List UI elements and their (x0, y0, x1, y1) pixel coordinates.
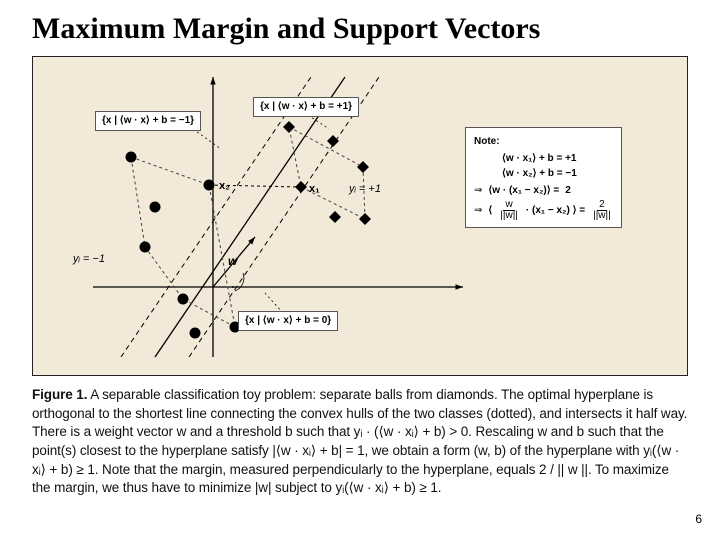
eq-box-center: {x | ⟨w · x⟩ + b = 0} (238, 311, 338, 331)
plot-area: w x₂ x₁ {x | ⟨w · x⟩ + b = −1} {x | ⟨w · x… (32, 56, 688, 376)
page-number: 6 (695, 512, 702, 526)
figure-caption: Figure 1. A separable classification toy… (32, 386, 688, 498)
note-implication-2: ⇒ ⟨ w ||w|| · (x₁ − x₂) ⟩ = 2 ||w|| (474, 200, 613, 221)
fraction-2-over-norm: 2 ||w|| (591, 200, 613, 221)
eq-box-margin-pos: {x | ⟨w · x⟩ + b = +1} (253, 97, 359, 117)
caption-lead: Figure 1. (32, 387, 87, 402)
note-header: Note: (474, 134, 613, 149)
figure: w x₂ x₁ {x | ⟨w · x⟩ + b = −1} {x | ⟨w · x… (32, 56, 688, 498)
label-yi-neg: yᵢ = −1 (73, 253, 105, 265)
note-line1: ⟨w · x₁⟩ + b = +1 (474, 151, 613, 166)
slide-title: Maximum Margin and Support Vectors (32, 12, 688, 46)
eq-box-margin-neg: {x | ⟨w · x⟩ + b = −1} (95, 111, 201, 131)
arrow-icon: ⇒ (474, 183, 482, 198)
label-yi-pos: yᵢ = +1 (349, 183, 381, 195)
note-line2: ⟨w · x₂⟩ + b = −1 (474, 166, 613, 181)
fraction-w-over-norm: w ||w|| (498, 200, 520, 221)
arrow-icon: ⇒ (474, 203, 482, 218)
note-box: Note: ⟨w · x₁⟩ + b = +1 ⟨w · x₂⟩ + b = −… (465, 127, 622, 228)
caption-body: A separable classification toy problem: … (32, 387, 687, 495)
svg-text:x₂: x₂ (219, 180, 230, 192)
svg-text:x₁: x₁ (309, 183, 320, 195)
svg-text:w: w (228, 254, 238, 268)
note-implication-1: ⇒ ⟨w · (x₁ − x₂)⟩ = 2 (474, 183, 613, 198)
